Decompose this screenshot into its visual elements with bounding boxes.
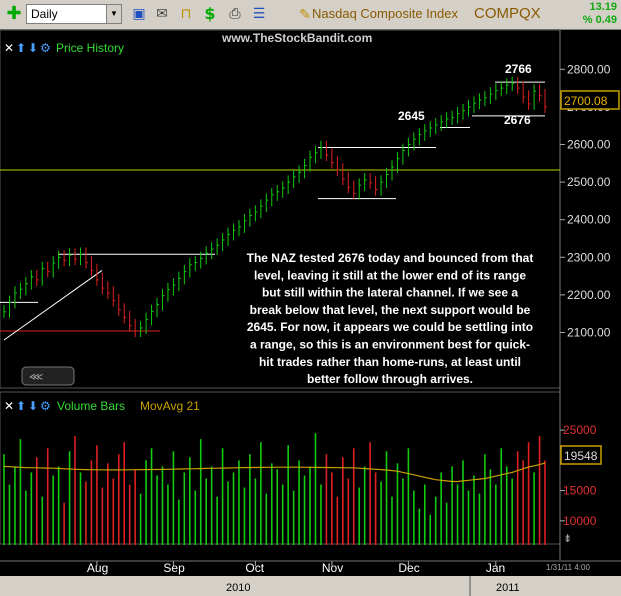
print-icon[interactable]: ⎙	[229, 6, 241, 22]
price-tick-label: 2100.00	[567, 325, 611, 339]
level-label-2676: 2676	[504, 113, 531, 127]
volume-tick-label: 10000	[563, 514, 597, 528]
toolbar: ✚ Daily ▼ ▣ ✉ ⊓ $ ⎙ ☰ ✎ Nasdaq Composite…	[0, 0, 621, 30]
last-price-value: 2700.08	[564, 94, 608, 108]
scale-toggle-icon[interactable]: ⇟	[563, 533, 572, 545]
price-axis: 2100.00 2200.00 2300.00 2400.00 2500.00 2600.…	[560, 62, 611, 339]
volume-settings-icon[interactable]: ⚙	[40, 399, 51, 413]
symbol-name: Nasdaq Composite Index	[312, 6, 458, 21]
annotation-line: 2645. For now, it appears we could be se…	[247, 320, 533, 334]
price-panel-frame	[0, 29, 561, 389]
price-channel-lines	[0, 81, 560, 341]
price-tick-label: 2300.00	[567, 250, 611, 264]
volume-axis: 10000150002000025000	[560, 423, 597, 528]
volume-move-down-icon[interactable]: ⬇	[28, 399, 38, 413]
month-label: Jan	[486, 561, 505, 575]
period-value: Daily	[31, 7, 58, 21]
settings-icon[interactable]: ⚙	[40, 41, 51, 55]
mail-icon[interactable]: ✉	[156, 6, 168, 22]
year-label-2010: 2010	[226, 582, 250, 594]
save-icon[interactable]: ▣	[132, 6, 146, 22]
change-absolute: 13.19	[589, 1, 617, 13]
volume-panel-frame	[0, 391, 561, 545]
month-label: Oct	[245, 561, 264, 575]
period-select[interactable]: Daily ▼	[26, 4, 122, 24]
price-tick-label: 2800.00	[567, 62, 611, 76]
price-tick-label: 2600.00	[567, 137, 611, 151]
month-label: Dec	[398, 561, 419, 575]
trendline	[3, 270, 103, 341]
price-tick-label: 2500.00	[567, 175, 611, 189]
volume-moving-average-line	[3, 462, 546, 483]
volume-ma-value: 19548	[564, 449, 598, 463]
annotation-line: hit trades rather than home-runs, at lea…	[259, 355, 521, 369]
change-percent: % 0.49	[582, 14, 617, 26]
annotation-line: a range, so this is an environment best …	[250, 338, 530, 352]
quote-icon[interactable]: ☰	[252, 6, 266, 22]
annotation-line: better follow through arrives.	[307, 372, 473, 386]
annotation-line: level, leaving it still at the lower end…	[254, 268, 526, 282]
month-label: Aug	[87, 561, 108, 575]
volume-ma-title: MovAvg 21	[140, 399, 200, 413]
pencil-icon[interactable]: ✎	[299, 7, 311, 23]
month-label: Sep	[163, 561, 185, 575]
symbol-code: COMPQX	[474, 5, 541, 22]
volume-tick-label: 25000	[563, 423, 597, 437]
move-up-icon[interactable]: ⬆	[16, 41, 26, 55]
price-tick-label: 2200.00	[567, 288, 611, 302]
scroll-grip-icon[interactable]: ⋘	[29, 372, 43, 383]
add-icon[interactable]: ✚	[6, 3, 22, 24]
volume-tick-label: 15000	[563, 484, 597, 498]
level-label-2766: 2766	[505, 62, 532, 76]
chevron-down-icon[interactable]: ▼	[106, 5, 121, 23]
dollar-icon[interactable]: $	[204, 4, 216, 23]
end-date: 1/31/11 4:00	[546, 563, 590, 572]
panel-tools-icons[interactable]: ✕	[4, 41, 14, 55]
annotation-text: The NAZ tested 2676 today and bounced fr…	[247, 251, 534, 386]
volume-panel-title: Volume Bars	[57, 399, 125, 413]
lock-icon[interactable]: ⊓	[180, 6, 192, 22]
month-labels: Aug Sep Oct Nov Dec Jan	[87, 561, 505, 575]
volume-move-up-icon[interactable]: ⬆	[16, 399, 26, 413]
annotation-line: but still within the lateral channel. If…	[262, 286, 518, 300]
last-price-badge	[560, 90, 620, 110]
volume-series	[3, 433, 546, 545]
price-tick-label: 2400.00	[567, 213, 611, 227]
level-label-2645: 2645	[398, 109, 425, 123]
volume-tools-close-icon[interactable]: ✕	[4, 399, 14, 413]
scroll-thumb[interactable]	[21, 366, 75, 386]
volume-ma-badge	[560, 445, 602, 465]
year-bar	[0, 576, 621, 596]
move-down-icon[interactable]: ⬇	[28, 41, 38, 55]
price-panel-title: Price History	[56, 41, 124, 55]
month-label: Nov	[322, 561, 343, 575]
watermark: www.TheStockBandit.com	[221, 31, 372, 45]
price-series	[3, 76, 547, 337]
year-label-2011: 2011	[496, 582, 520, 594]
annotation-line: break below that level, the next support…	[250, 303, 531, 317]
annotation-line: The NAZ tested 2676 today and bounced fr…	[247, 251, 534, 265]
